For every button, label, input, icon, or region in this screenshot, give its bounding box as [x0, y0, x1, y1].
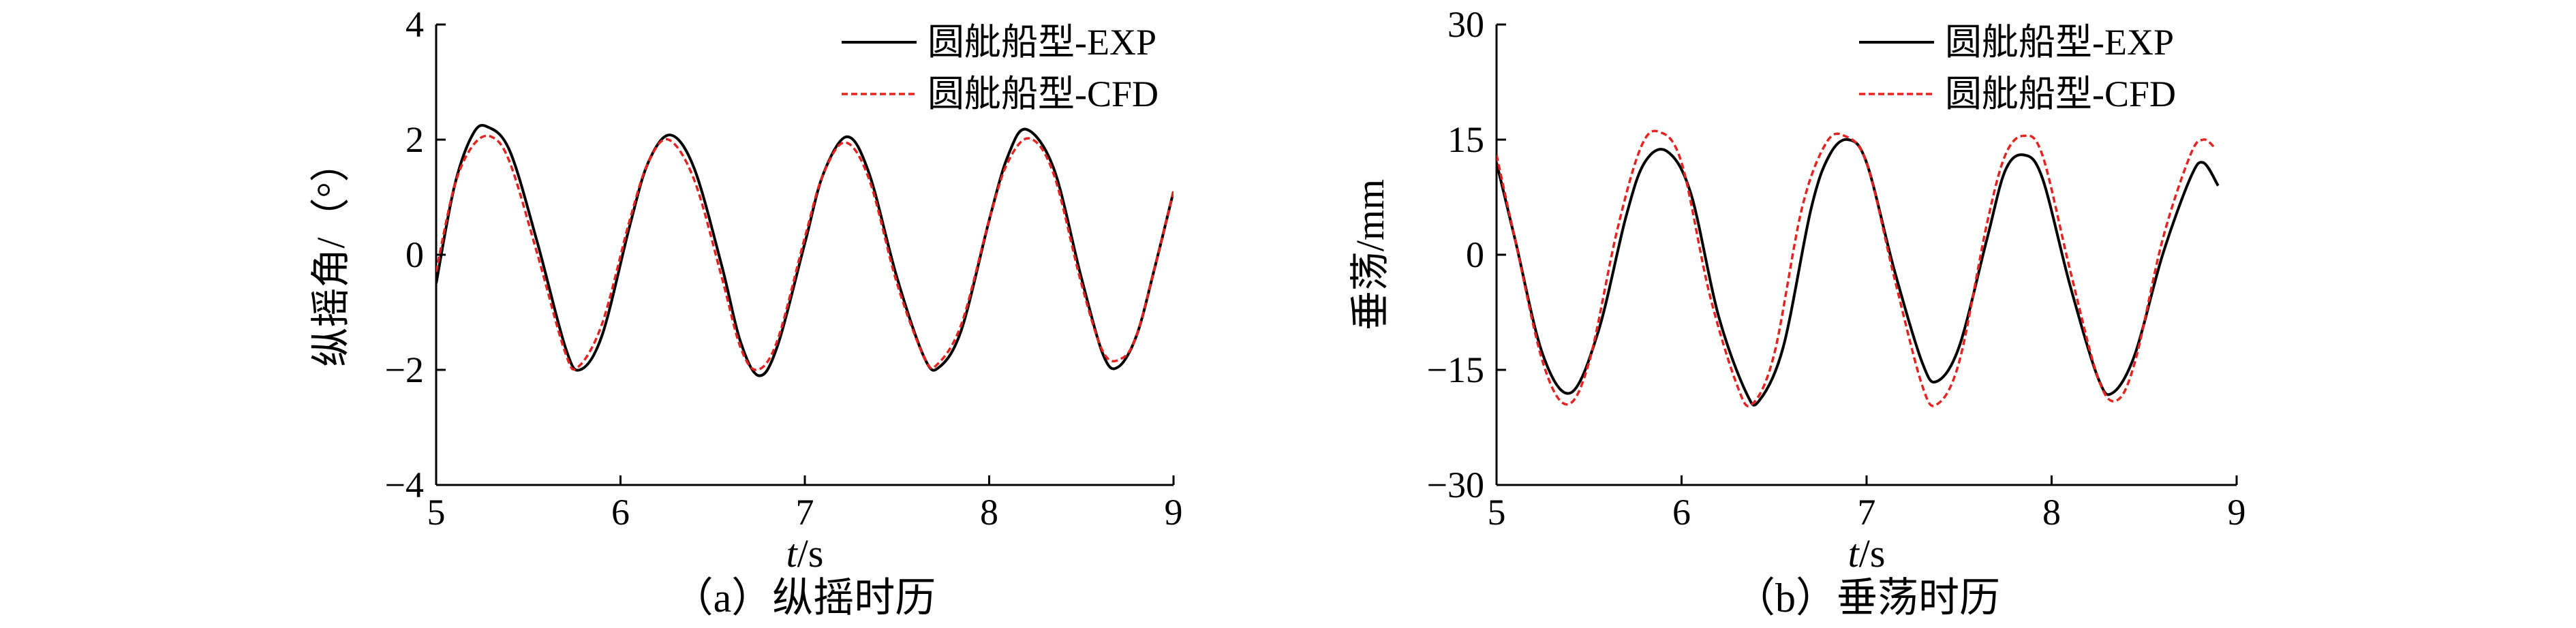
legend-label-cfd: 圆舭船型-CFD	[927, 74, 1159, 114]
x-tick-label: 9	[2228, 492, 2246, 533]
x-tick-label: 8	[2042, 492, 2061, 533]
x-axis-variable: t	[786, 531, 799, 576]
chart-caption: （b）垂荡时历	[1734, 576, 2000, 621]
series-line-exp	[436, 123, 1174, 377]
x-axis-title: t/s	[786, 531, 824, 576]
y-tick-label: 4	[405, 4, 424, 45]
x-tick-label: 8	[980, 492, 998, 533]
x-tick-label: 9	[1165, 492, 1183, 533]
x-axis-unit: /s	[1859, 531, 1886, 576]
x-axis-title: t/s	[1848, 531, 1886, 576]
legend-label-exp: 圆舭船型-EXP	[1945, 22, 2174, 63]
series-line-cfd	[436, 134, 1174, 371]
x-axis-variable: t	[1848, 531, 1860, 576]
heave-time-history-chart: 5 6 7 8 9 30 15 0 −15 −30 t/s 垂荡/mm 圆舭船型-EXP 圆舭船型-CFD…	[1348, 4, 2246, 621]
y-axis-title: 垂荡/mm	[1348, 179, 1392, 330]
legend-label-cfd: 圆舭船型-CFD	[1945, 74, 2176, 114]
y-tick-label: −15	[1427, 349, 1484, 390]
chart-caption: （a）纵摇时历	[673, 576, 936, 621]
y-tick-label: 2	[405, 119, 424, 160]
x-tick-label: 7	[796, 492, 814, 533]
y-tick-label: 0	[405, 234, 424, 275]
y-tick-label: −30	[1427, 465, 1484, 505]
x-axis-unit: /s	[797, 531, 824, 576]
x-tick-label: 6	[1672, 492, 1691, 533]
y-axis-title: 纵摇角/（°）	[309, 142, 353, 366]
y-tick-label: 15	[1447, 119, 1484, 160]
x-tick-label: 5	[1488, 492, 1506, 533]
x-tick-label: 6	[611, 492, 630, 533]
legend-label-exp: 圆舭船型-EXP	[927, 22, 1156, 63]
y-tick-label: −4	[385, 465, 424, 505]
x-tick-label: 5	[427, 492, 446, 533]
y-tick-label: 0	[1466, 234, 1484, 275]
pitch-time-history-chart: 5 6 7 8 9 4 2 0 −2 −4 t/s 纵摇角/（°） 圆舭船型-EXP 圆舭船型-CFD （a…	[309, 4, 1183, 621]
x-tick-label: 7	[1858, 492, 1876, 533]
y-tick-label: −2	[385, 349, 424, 390]
y-tick-label: 30	[1447, 4, 1484, 45]
